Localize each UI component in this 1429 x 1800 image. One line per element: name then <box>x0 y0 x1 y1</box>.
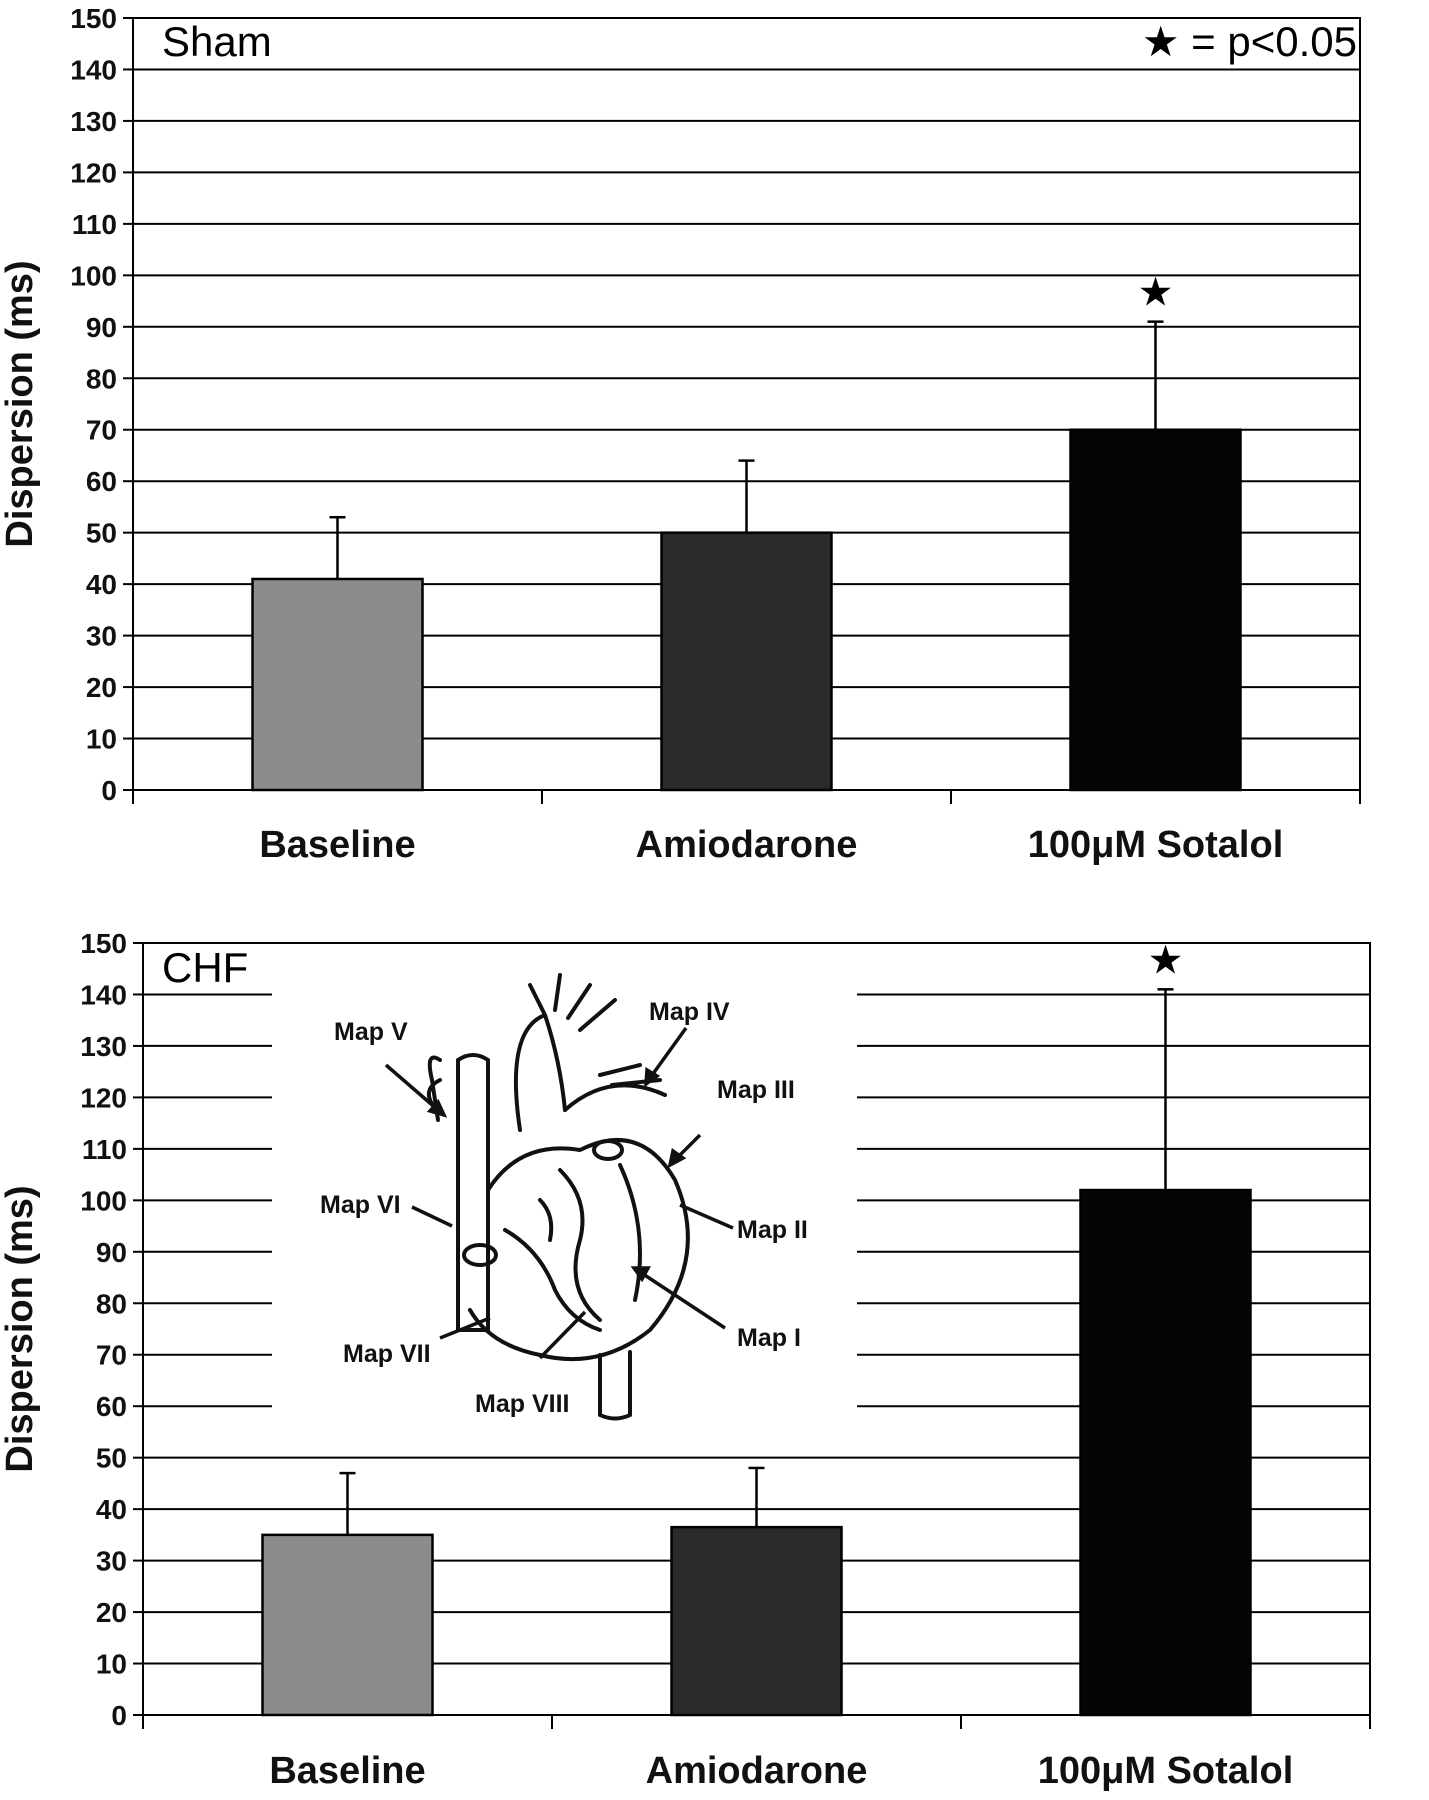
sham-y-ticks: 0 10 20 30 40 50 60 70 80 90 100 110 120 130 140 150 <box>70 3 133 806</box>
significance-star: ★ <box>1138 271 1174 315</box>
chf-y-ticks: 0 10 20 30 40 50 60 70 80 90 100 110 120 130 140 150 <box>80 928 143 1731</box>
y-tick-label: 110 <box>82 1134 127 1165</box>
sham-y-axis-label: Dispersion (ms) <box>0 260 41 547</box>
chf-bars: ★ <box>261 938 1252 1717</box>
y-tick-label: 40 <box>96 1494 127 1525</box>
x-category-label: Baseline <box>269 1750 425 1792</box>
y-tick-label: 30 <box>86 621 117 652</box>
y-tick-label: 70 <box>96 1340 127 1371</box>
y-tick-label: 10 <box>86 724 117 755</box>
x-category-label: Baseline <box>259 824 415 866</box>
x-category-label: Amiodarone <box>646 1750 868 1792</box>
y-tick-label: 50 <box>86 518 117 549</box>
inset-background <box>272 968 857 1428</box>
sham-bars: ★ <box>251 271 1242 792</box>
y-tick-label: 130 <box>80 1031 127 1062</box>
y-tick-label: 100 <box>80 1185 127 1216</box>
y-tick-label: 20 <box>86 672 117 703</box>
heart-diagram-inset: Map V Map IV Map III Map VI Map II Map I… <box>272 968 857 1428</box>
y-tick-label: 0 <box>101 775 117 806</box>
x-category-label: 100μM Sotalol <box>1038 1750 1294 1792</box>
map-labels: Map V Map IV Map III Map VI Map II Map I… <box>320 998 808 1418</box>
bar <box>1079 1188 1252 1717</box>
chf-panel: Map V Map IV Map III Map VI Map II Map I… <box>0 928 1371 1792</box>
y-tick-label: 30 <box>96 1546 127 1577</box>
x-category-label: 100μM Sotalol <box>1028 824 1284 866</box>
y-tick-label: 140 <box>70 54 117 85</box>
y-tick-label: 90 <box>86 312 117 343</box>
y-tick-label: 150 <box>70 3 117 34</box>
significance-star: ★ <box>1148 938 1184 982</box>
sham-panel: 0 10 20 30 40 50 60 70 80 90 100 110 120 130 140 150 ★ … <box>0 3 1361 866</box>
y-tick-label: 80 <box>96 1288 127 1319</box>
chf-panel-title: CHF <box>162 944 248 991</box>
x-category-label: Amiodarone <box>636 824 858 866</box>
y-tick-label: 130 <box>70 106 117 137</box>
y-tick-label: 100 <box>70 260 117 291</box>
y-tick-label: 90 <box>96 1237 127 1268</box>
y-tick-label: 140 <box>80 979 127 1010</box>
sham-x-categories: Baseline Amiodarone 100μM Sotalol <box>132 790 1361 866</box>
chf-x-categories: Baseline Amiodarone 100μM Sotalol <box>142 1715 1371 1792</box>
y-tick-label: 10 <box>96 1649 127 1680</box>
map-i-label: Map I <box>737 1324 801 1352</box>
map-v-label: Map V <box>334 1018 408 1046</box>
map-iv-label: Map IV <box>649 998 730 1026</box>
y-tick-label: 60 <box>96 1391 127 1422</box>
y-tick-label: 50 <box>96 1443 127 1474</box>
y-tick-label: 60 <box>86 466 117 497</box>
map-vi-label: Map VI <box>320 1191 401 1219</box>
bar <box>660 531 833 792</box>
map-iii-label: Map III <box>717 1076 795 1104</box>
y-tick-label: 150 <box>80 928 127 959</box>
y-tick-label: 120 <box>70 157 117 188</box>
chf-y-axis-label: Dispersion (ms) <box>0 1185 41 1472</box>
map-ii-label: Map II <box>737 1216 808 1244</box>
bar <box>670 1525 843 1717</box>
y-tick-label: 20 <box>96 1597 127 1628</box>
significance-legend: ★ = p<0.05 <box>1142 18 1357 65</box>
map-vii-label: Map VII <box>343 1340 431 1368</box>
bar <box>261 1533 434 1717</box>
bar <box>251 577 424 792</box>
map-viii-label: Map VIII <box>475 1390 569 1418</box>
bar <box>1069 428 1242 792</box>
y-tick-label: 120 <box>80 1082 127 1113</box>
sham-panel-title: Sham <box>162 18 272 65</box>
y-tick-label: 80 <box>86 363 117 394</box>
y-tick-label: 110 <box>72 209 117 240</box>
y-tick-label: 40 <box>86 569 117 600</box>
y-tick-label: 70 <box>86 415 117 446</box>
map-leader-arrows <box>384 1026 734 1360</box>
y-tick-label: 0 <box>111 1700 127 1731</box>
